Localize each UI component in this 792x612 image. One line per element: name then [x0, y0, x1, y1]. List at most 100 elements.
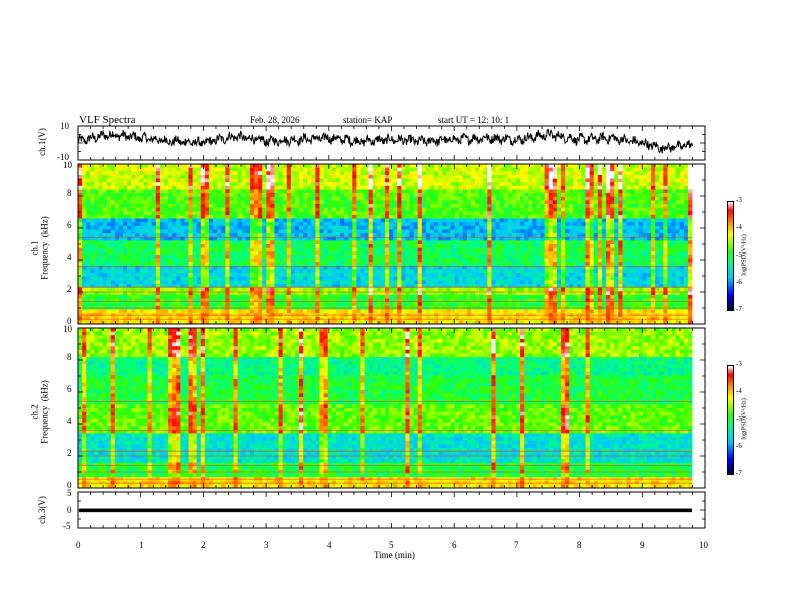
spec1-cell: [491, 236, 496, 241]
spec1-cell: [397, 273, 402, 278]
spec1-cell: [303, 167, 308, 172]
spec1-cell: [311, 276, 316, 281]
spec1-cell: [409, 236, 415, 241]
spec1-cell: [573, 174, 578, 179]
spec1-cell: [303, 218, 308, 223]
spec1-cell: [278, 240, 284, 245]
spec1-cell: [479, 214, 484, 219]
spec1-cell: [311, 258, 316, 263]
spec1-cell: [110, 207, 116, 212]
spec1-cell: [245, 240, 251, 245]
spec1-cell: [159, 254, 165, 259]
spec1-cell: [618, 262, 623, 267]
spec1-cell: [90, 262, 95, 267]
spec1-cell: [82, 247, 87, 252]
spec1-cell: [597, 204, 603, 209]
spec1-cell: [348, 171, 353, 176]
spec1-cell: [335, 174, 341, 179]
spec1-cell: [241, 200, 247, 205]
spec1-cell: [188, 167, 194, 172]
spec1-cell: [196, 174, 202, 179]
spec1-cell: [147, 211, 153, 216]
spec1-cell: [503, 167, 509, 172]
spec1-cell: [401, 251, 406, 256]
spec1-cell: [470, 204, 476, 209]
spec1-cell: [180, 269, 185, 274]
spec1-cell: [675, 189, 681, 194]
spec1-cell: [589, 196, 595, 201]
spec1-cell: [556, 167, 562, 172]
spec1-cell: [511, 269, 517, 274]
spec1-cell: [470, 174, 476, 179]
spec1-cell: [380, 233, 386, 238]
spec1-cell: [356, 258, 361, 263]
spec1-cell: [409, 189, 415, 194]
spec1-cell: [528, 185, 533, 190]
spec1-cell: [597, 244, 603, 249]
spec1-cell: [352, 171, 357, 176]
spec1-cell: [589, 211, 595, 216]
spec1-cell: [536, 225, 541, 230]
spec1-cell: [290, 254, 296, 259]
spec1-cell: [94, 214, 99, 219]
spec1-cell: [172, 214, 177, 219]
spec1-cell: [532, 244, 537, 249]
spec1-cell: [110, 236, 116, 241]
spec1-cell: [225, 229, 230, 234]
spec1-cell: [618, 211, 623, 216]
spec1-cell: [172, 178, 177, 183]
spec1-cell: [368, 276, 374, 281]
spec1-cell: [172, 273, 177, 278]
spec1-cell: [389, 229, 394, 234]
spec1-cell: [221, 167, 226, 172]
spec1-cell: [417, 244, 423, 249]
spec1-cell: [646, 178, 652, 183]
spec1-cell: [634, 207, 640, 212]
spec1-cell: [348, 258, 353, 263]
spec1-cell: [237, 189, 243, 194]
spec1-cell: [200, 178, 206, 183]
spec1-cell: [123, 193, 128, 198]
spec1-cell: [577, 233, 582, 238]
spec1-cell: [470, 185, 476, 190]
spec1-cell: [127, 185, 132, 190]
spec1-cell: [225, 280, 230, 285]
spec1-cell: [127, 214, 132, 219]
spec1-cell: [339, 240, 345, 245]
spec1-cell: [151, 214, 157, 219]
spec1-cell: [495, 164, 501, 169]
spec1-cell: [311, 269, 316, 274]
spec1-cell: [155, 276, 161, 281]
spec1-cell: [208, 265, 214, 270]
spec1-cell: [102, 258, 108, 263]
spec1-cell: [258, 269, 263, 274]
spec1-cell: [229, 265, 234, 270]
spec1-cell: [196, 200, 202, 205]
spec1-cell: [286, 174, 292, 179]
spec1-cell: [319, 193, 324, 198]
spec1-cell: [315, 276, 320, 281]
spec1-cell: [671, 269, 677, 274]
spec1-cell: [176, 276, 181, 281]
spec1-cell: [118, 193, 124, 198]
spec1-cell: [622, 222, 627, 227]
spec1-cell: [491, 193, 496, 198]
spec1-cell: [385, 269, 390, 274]
spec1-cell: [286, 236, 292, 241]
spec1-cell: [475, 171, 480, 176]
spec1-cell: [630, 254, 636, 259]
spec1-cell: [286, 251, 292, 256]
spec1-cell: [421, 200, 427, 205]
spec1-cell: [155, 185, 161, 190]
spec1-cell: [462, 211, 468, 216]
spec1-cell: [536, 229, 541, 234]
spec1-cell: [618, 269, 623, 274]
spec1-cell: [499, 171, 505, 176]
spec1-cell: [389, 185, 394, 190]
spec1-cell: [577, 167, 582, 172]
spec1-cell: [98, 185, 103, 190]
spec1-cell: [254, 171, 259, 176]
spec1-cell: [548, 258, 554, 263]
spec1-cell: [421, 254, 427, 259]
spec1-cell: [315, 214, 320, 219]
